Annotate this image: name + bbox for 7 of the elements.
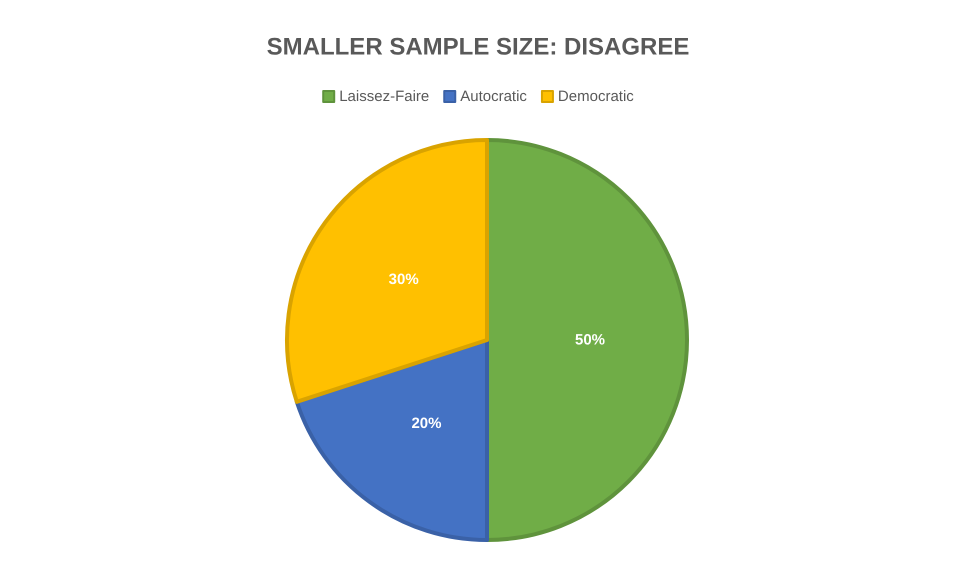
legend-label: Laissez-Faire — [339, 88, 430, 105]
data-label: 30% — [388, 270, 419, 288]
data-label: 20% — [411, 414, 442, 432]
data-label: 50% — [574, 332, 606, 348]
legend-label: Autocratic — [460, 88, 528, 105]
chart-title: SMALLER SAMPLE SIZE: DISAGREE — [266, 34, 690, 60]
legend-label: Democratic — [558, 88, 634, 105]
